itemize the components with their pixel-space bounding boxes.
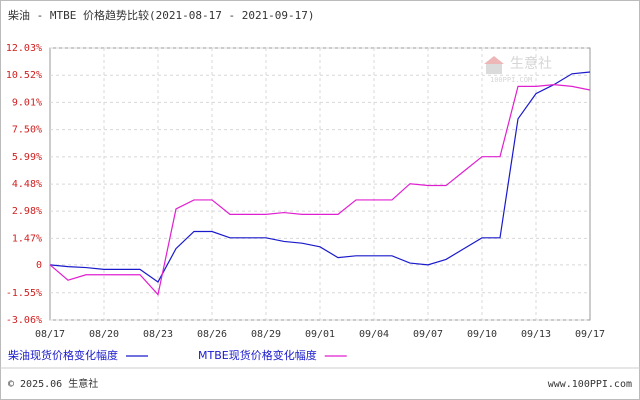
y-tick-label: 7.50% (12, 125, 42, 136)
y-tick-label: 4.48% (12, 179, 42, 190)
y-tick-label: 1.47% (12, 233, 42, 244)
series-line (49, 83, 591, 296)
series-line (49, 71, 591, 283)
y-tick-label: -1.55% (6, 288, 42, 299)
y-tick-label: -3.06% (6, 315, 42, 326)
x-tick-label: 09/04 (359, 329, 389, 340)
x-tick-label: 08/29 (251, 329, 281, 340)
x-tick-label: 08/20 (89, 329, 119, 340)
x-tick-label: 08/17 (35, 329, 65, 340)
x-tick-label: 09/07 (413, 329, 443, 340)
y-tick-label: 2.98% (12, 206, 42, 217)
watermark: 生意社 100PPI.COM (484, 55, 552, 84)
footer-left: © 2025.06 生意社 (8, 377, 98, 390)
watermark-sub: 100PPI.COM (490, 76, 532, 84)
x-tick-label: 08/23 (143, 329, 173, 340)
y-tick-label: 5.99% (12, 152, 42, 163)
y-tick-label: 9.01% (12, 97, 42, 108)
y-tick-label: 10.52% (6, 70, 42, 81)
watermark-text: 生意社 (510, 55, 552, 72)
legend-label: MTBE现货价格变化幅度 (198, 348, 317, 362)
x-tick-label: 09/01 (305, 329, 335, 340)
legend-label: 柴油现货价格变化幅度 (8, 348, 118, 362)
x-tick-label: 09/17 (575, 329, 605, 340)
chart-title: 柴油 - MTBE 价格趋势比较(2021-08-17 - 2021-09-17… (8, 8, 315, 22)
y-tick-label: 0 (36, 260, 42, 271)
footer-right: www.100PPI.com (548, 379, 632, 390)
x-tick-label: 09/10 (467, 329, 497, 340)
y-tick-label: 12.03% (6, 43, 42, 54)
x-tick-label: 08/26 (197, 329, 227, 340)
x-tick-label: 09/13 (521, 329, 551, 340)
